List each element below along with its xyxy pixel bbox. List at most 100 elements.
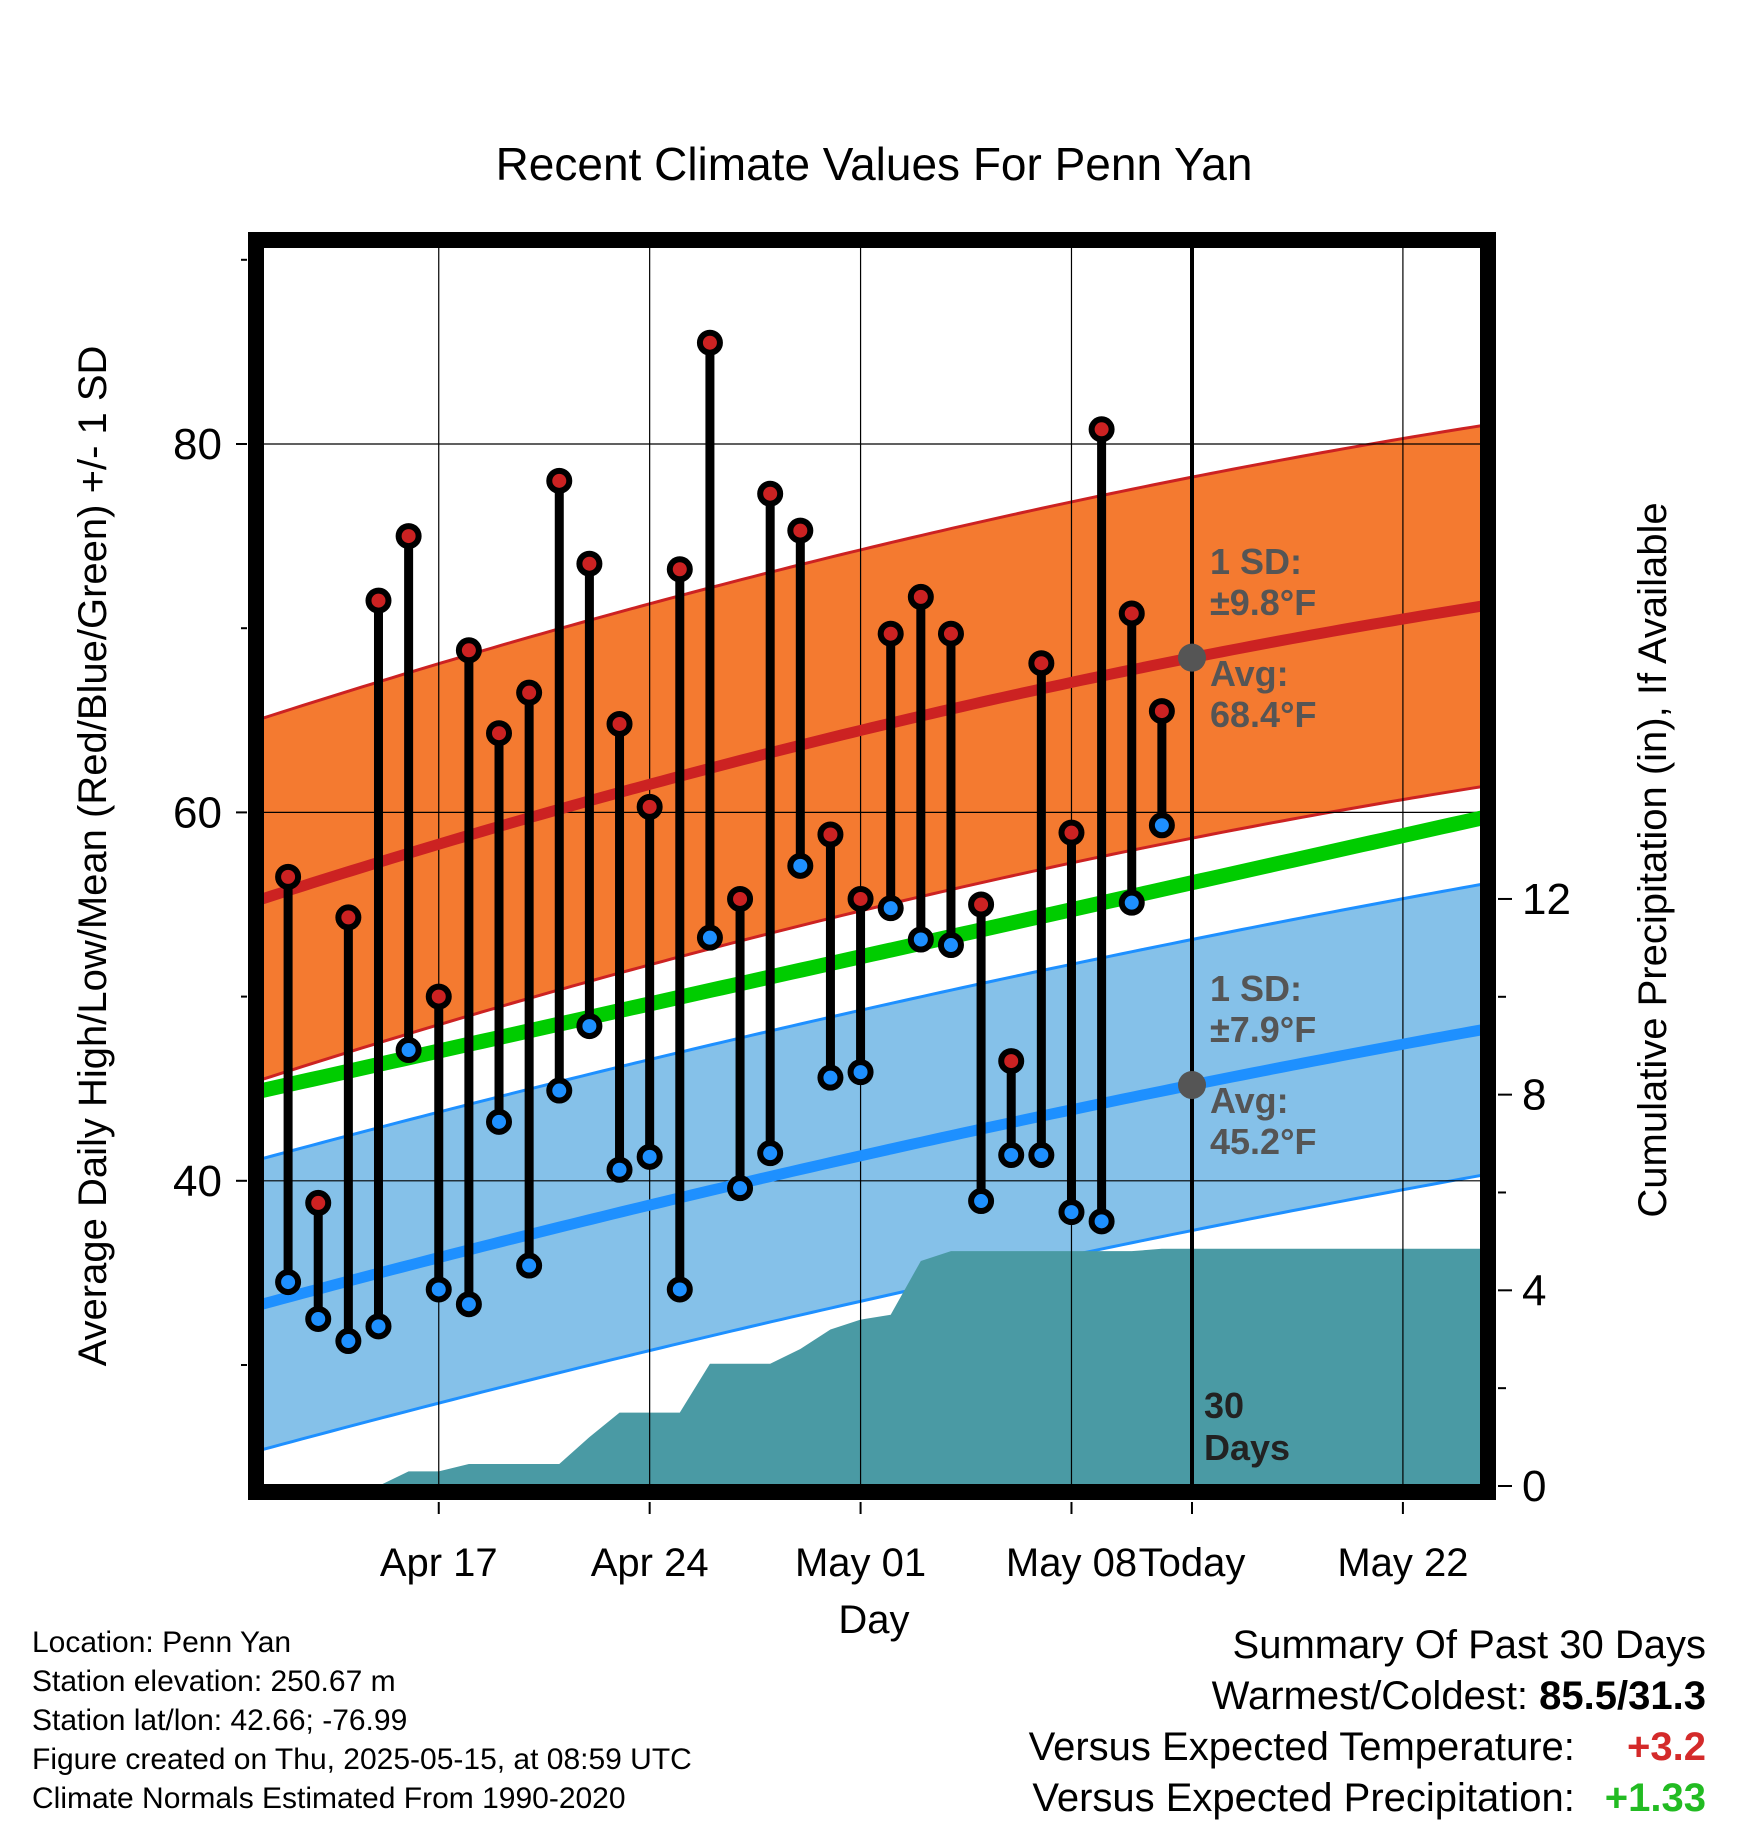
high-point <box>275 863 302 890</box>
high-point <box>395 523 422 550</box>
low-point <box>546 1077 573 1104</box>
low-band-lower-edge <box>262 1173 1482 1452</box>
low-point <box>455 1291 482 1318</box>
x-tick-label: May 22 <box>1337 1541 1468 1585</box>
high-point <box>636 793 663 820</box>
high-point <box>486 720 513 747</box>
high-point <box>666 556 693 583</box>
high-point <box>1088 416 1115 443</box>
high-point <box>305 1189 332 1216</box>
high-point <box>365 587 392 614</box>
y2-tick-label: 4 <box>1522 1266 1546 1315</box>
y-tick-label: 40 <box>173 1157 222 1206</box>
low-point <box>877 895 904 922</box>
normals-text: Climate Normals Estimated From 1990-2020 <box>32 1782 626 1815</box>
low-point <box>606 1156 633 1183</box>
low-normal-band <box>262 884 1482 1450</box>
elevation-text: Station elevation: 250.67 m <box>32 1665 396 1698</box>
high-point <box>1058 819 1085 846</box>
y-axis-label: Average Daily High/Low/Mean (Red/Blue/Gr… <box>71 346 115 1367</box>
high-normal-band <box>262 425 1482 1080</box>
high-avg-value: 68.4°F <box>1210 694 1316 735</box>
low-sd-value: ±7.9°F <box>1210 1009 1316 1050</box>
y2-axis-label: Cumulative Precipitation (in), If Availa… <box>1631 502 1675 1217</box>
low-point <box>998 1142 1025 1169</box>
precip-deviation-value: +1.33 <box>1604 1776 1706 1820</box>
low-avg-label: Avg: <box>1210 1080 1289 1121</box>
temp-deviation-label: Versus Expected Temperature: <box>1028 1725 1575 1769</box>
low-point <box>757 1140 784 1167</box>
low-point <box>516 1252 543 1279</box>
precip-deviation-label: Versus Expected Precipitation: <box>1032 1776 1575 1820</box>
low-point <box>1148 812 1175 839</box>
high-point <box>968 891 995 918</box>
high-sd-label: 1 SD: <box>1210 541 1302 582</box>
low-sd-label: 1 SD: <box>1210 968 1302 1009</box>
low-point <box>395 1037 422 1064</box>
y2-tick-label: 0 <box>1522 1462 1546 1511</box>
low-point <box>576 1013 603 1040</box>
low-point <box>787 852 814 879</box>
low-point <box>1058 1199 1085 1226</box>
high-point <box>1148 698 1175 725</box>
high-sd-value: ±9.8°F <box>1210 582 1316 623</box>
low-avg-value: 45.2°F <box>1210 1121 1316 1162</box>
low-point <box>335 1328 362 1355</box>
y2-tick-label: 12 <box>1522 875 1571 924</box>
summary-warm-cold-row: Warmest/Coldest: 85.5/31.3 <box>1029 1671 1706 1722</box>
precip-area <box>288 1248 1482 1486</box>
chart-title: Recent Climate Values For Penn Yan <box>496 138 1253 190</box>
summary-precip-row: Versus Expected Precipitation: +1.33 <box>1029 1773 1706 1824</box>
plot-border <box>248 232 1496 1500</box>
x-tick-label: Apr 17 <box>380 1541 498 1585</box>
high-point <box>1028 650 1055 677</box>
summary-panel: Summary Of Past 30 Days Warmest/Coldest:… <box>1029 1620 1706 1824</box>
today-low-avg-marker <box>1178 1071 1206 1100</box>
summary-temp-row: Versus Expected Temperature: +3.2 <box>1029 1722 1706 1773</box>
high-point <box>877 620 904 647</box>
low-point <box>968 1188 995 1215</box>
location-text: Location: Penn Yan <box>32 1626 292 1659</box>
low-point <box>847 1059 874 1086</box>
low-point <box>275 1269 302 1296</box>
warm-cold-label: Warmest/Coldest: <box>1211 1674 1529 1718</box>
low-point <box>696 924 723 951</box>
today-high-avg-marker <box>1178 643 1206 672</box>
low-point <box>1028 1142 1055 1169</box>
latlon-text: Station lat/lon: 42.66; -76.99 <box>32 1704 408 1737</box>
created-text: Figure created on Thu, 2025-05-15, at 08… <box>32 1743 692 1776</box>
y-tick-label: 80 <box>173 420 222 469</box>
high-point <box>998 1048 1025 1075</box>
x-tick-label: May 08 <box>1006 1541 1137 1585</box>
low-point <box>727 1175 754 1202</box>
low-point <box>486 1108 513 1135</box>
high-avg-label: Avg: <box>1210 653 1289 694</box>
low-point <box>305 1305 332 1332</box>
high-point <box>787 517 814 544</box>
x-tick-label: Today <box>1139 1541 1246 1585</box>
high-point <box>606 710 633 737</box>
high-point <box>696 329 723 356</box>
high-point <box>455 637 482 664</box>
low-point <box>636 1143 663 1170</box>
high-point <box>425 983 452 1010</box>
y2-tick-label: 8 <box>1522 1071 1546 1120</box>
high-point <box>576 550 603 577</box>
high-point <box>757 480 784 507</box>
x-tick-label: May 01 <box>795 1541 926 1585</box>
high-point <box>847 885 874 912</box>
high-point <box>817 821 844 848</box>
low-point <box>817 1064 844 1091</box>
high-point <box>907 583 934 610</box>
low-point <box>666 1276 693 1303</box>
station-info: Location: Penn Yan Station elevation: 25… <box>32 1623 692 1818</box>
low-point <box>1088 1208 1115 1235</box>
high-point <box>937 620 964 647</box>
temp-deviation-value: +3.2 <box>1627 1725 1706 1769</box>
today-days-word: Days <box>1204 1427 1290 1468</box>
high-point <box>727 885 754 912</box>
high-point <box>335 904 362 931</box>
x-axis-label: Day <box>838 1598 909 1642</box>
